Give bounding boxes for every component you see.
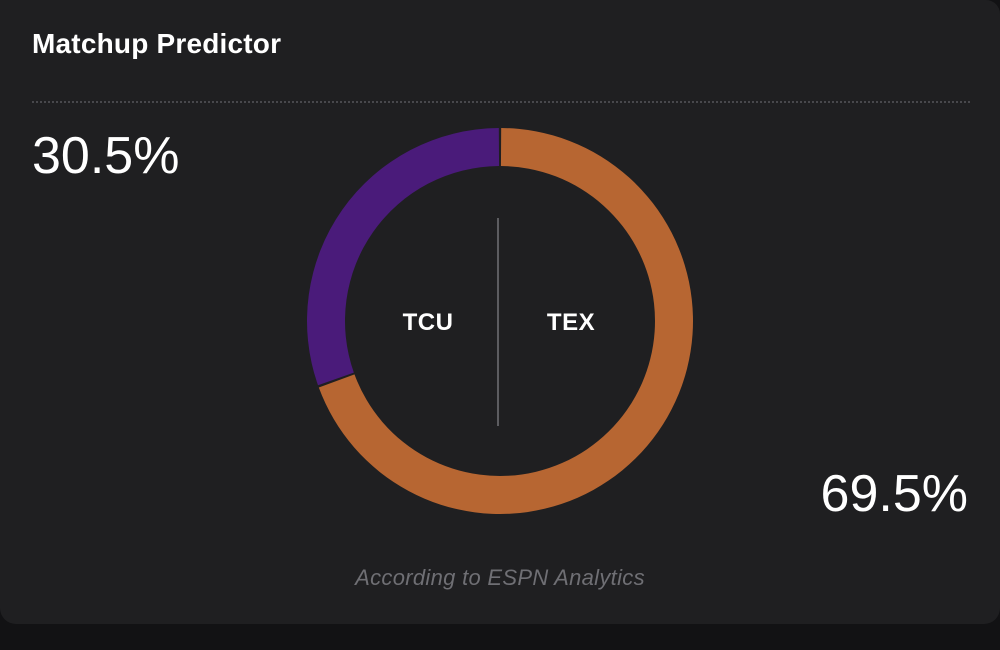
card-title: Matchup Predictor: [32, 28, 282, 59]
title-divider: [32, 101, 970, 103]
away-win-probability: 30.5%: [32, 127, 180, 185]
matchup-predictor-card: Matchup Predictor 30.5% 69.5% TCU TEX Ac…: [0, 0, 1000, 624]
donut-svg: TCU TEX: [307, 128, 693, 514]
win-probability-donut-chart: TCU TEX: [307, 128, 693, 514]
home-win-probability: 69.5%: [820, 465, 968, 523]
donut-slice-tcu: [307, 128, 500, 386]
source-footnote: According to ESPN Analytics: [355, 565, 645, 590]
home-team-label: TEX: [547, 309, 595, 336]
away-team-label: TCU: [403, 309, 454, 336]
